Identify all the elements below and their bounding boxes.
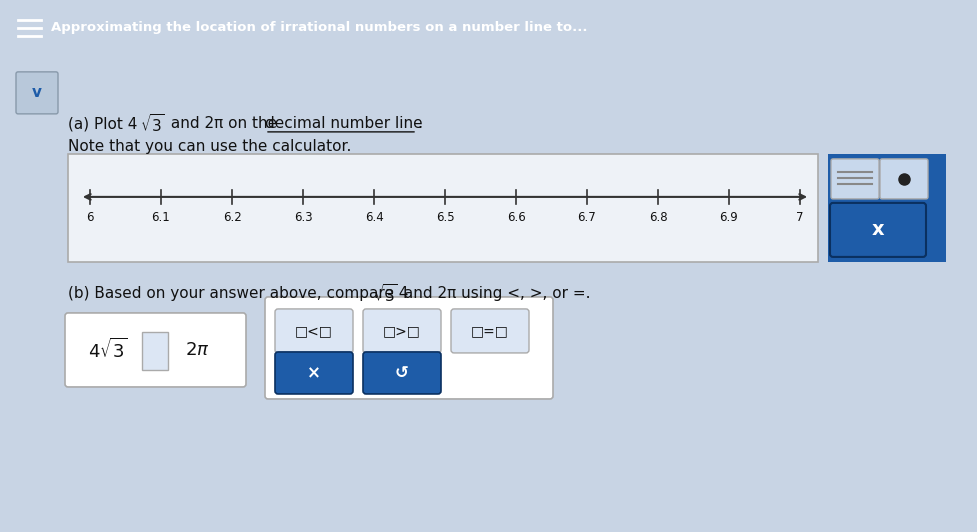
Text: $\sqrt{3}$: $\sqrt{3}$ <box>373 283 398 305</box>
FancyBboxPatch shape <box>831 159 879 199</box>
Text: 6.6: 6.6 <box>507 211 526 224</box>
Text: □>□: □>□ <box>383 324 421 338</box>
Text: Approximating the location of irrational numbers on a number line to...: Approximating the location of irrational… <box>51 21 587 35</box>
FancyBboxPatch shape <box>363 352 441 394</box>
Text: 6.3: 6.3 <box>294 211 313 224</box>
FancyBboxPatch shape <box>275 352 353 394</box>
Text: 6.9: 6.9 <box>720 211 739 224</box>
Text: $4\sqrt{3}$: $4\sqrt{3}$ <box>88 338 128 362</box>
Text: (a) Plot 4: (a) Plot 4 <box>68 117 138 131</box>
Text: and 2π on the: and 2π on the <box>166 117 282 131</box>
Text: 7: 7 <box>796 211 804 224</box>
FancyBboxPatch shape <box>16 72 58 114</box>
FancyBboxPatch shape <box>68 154 818 262</box>
Text: (b) Based on your answer above, compare 4: (b) Based on your answer above, compare … <box>68 286 408 302</box>
Text: $\sqrt{3}$: $\sqrt{3}$ <box>140 113 165 135</box>
Text: decimal number line: decimal number line <box>265 117 423 131</box>
Text: x: x <box>871 220 884 239</box>
Text: v: v <box>32 85 42 101</box>
Text: 6.7: 6.7 <box>577 211 596 224</box>
FancyBboxPatch shape <box>363 309 441 353</box>
FancyBboxPatch shape <box>275 309 353 353</box>
FancyBboxPatch shape <box>142 332 168 370</box>
Text: .: . <box>417 117 422 131</box>
FancyBboxPatch shape <box>830 203 926 257</box>
FancyBboxPatch shape <box>65 313 246 387</box>
Bar <box>828 154 946 262</box>
FancyBboxPatch shape <box>880 159 928 199</box>
Text: $2\pi$: $2\pi$ <box>185 341 209 359</box>
Text: ×: × <box>307 364 320 382</box>
Text: 6.1: 6.1 <box>151 211 170 224</box>
Text: and 2π using <, >, or =.: and 2π using <, >, or =. <box>399 286 590 302</box>
Text: ↺: ↺ <box>395 364 409 382</box>
Text: □=□: □=□ <box>471 324 509 338</box>
Text: Note that you can use the calculator.: Note that you can use the calculator. <box>68 139 352 154</box>
Text: □<□: □<□ <box>295 324 333 338</box>
Text: 6: 6 <box>86 211 94 224</box>
Text: 6.8: 6.8 <box>649 211 667 224</box>
Text: 6.5: 6.5 <box>436 211 454 224</box>
FancyBboxPatch shape <box>451 309 529 353</box>
FancyBboxPatch shape <box>265 297 553 399</box>
Text: 6.4: 6.4 <box>364 211 383 224</box>
Text: 6.2: 6.2 <box>223 211 241 224</box>
